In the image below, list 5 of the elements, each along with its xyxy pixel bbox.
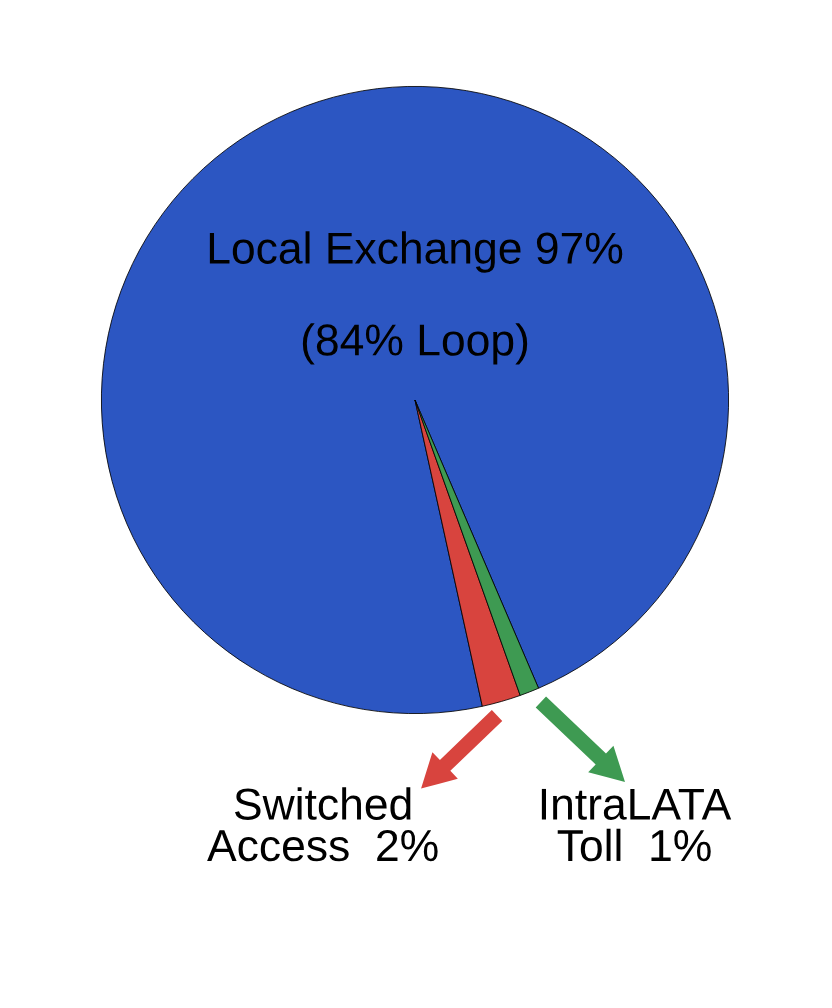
slice-label: Local Exchange 97%	[209, 231, 623, 273]
legend-label: Switched Access 2%	[207, 787, 438, 862]
text: (84% Loop)	[302, 323, 528, 365]
pie-slice	[100, 85, 730, 715]
legend-label: IntraLATA Toll 1%	[541, 788, 732, 862]
